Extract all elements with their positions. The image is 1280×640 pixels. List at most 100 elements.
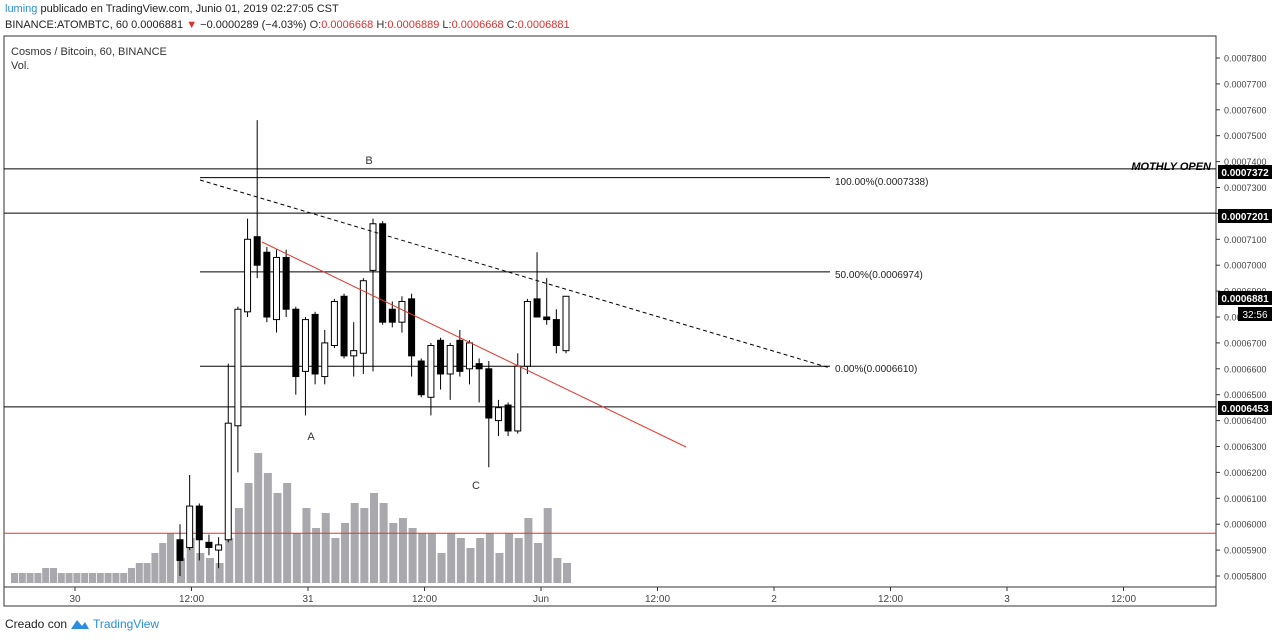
volume-bar [543,508,552,583]
volume-bar [18,573,26,583]
price-tick-label: 0.0007600 [1224,105,1267,115]
volume-bar [447,533,456,583]
bullish-candle [494,407,502,422]
price-change: −0.0000289 (−4.03%) [200,19,307,31]
volume-bar [312,528,321,583]
candles [176,120,570,576]
volume-bar [466,548,475,583]
bearish-candle [253,236,261,266]
bearish-candle [205,541,213,549]
volume-bar [81,573,89,583]
volume-bar [254,453,263,583]
price-tick-label: 0.0006400 [1224,416,1267,426]
tradingview-logo-icon[interactable] [70,618,90,630]
price-tick-label: 0.0007400 [1224,157,1267,167]
bullish-candle [514,365,522,432]
time-tick-label: 31 [302,594,314,605]
time-tick-label: 12:00 [878,594,903,605]
price-tick-label: 0.0007700 [1224,79,1267,89]
symbol-info: BINANCE:ATOMBTC, 60 [5,19,129,31]
price-tag-7201-text: 0.0007201 [1221,212,1269,223]
low-value: 0.0006668 [451,19,504,31]
open-label: O: [309,19,322,31]
time-tick-label: 2 [771,594,777,605]
volume-bar [273,493,282,583]
bullish-candle [369,223,377,271]
bearish-candle [475,363,483,370]
volume-bar [112,573,120,583]
time-axis[interactable]: 30 12:00 31 12:00 Jun 12:00 2 12:00 3 12:00 [69,587,1136,605]
price-tick-label: 0.0007000 [1224,261,1267,271]
open-value: 0.0006668 [321,19,374,31]
pane-title: Cosmos / Bitcoin, 60, BINANCE [11,46,167,58]
chart-frame [3,35,1217,607]
bullish-candle [301,319,309,372]
volume-bar [26,573,34,583]
volume-bar [341,523,350,583]
bullish-candle [562,295,570,352]
close-label: C: [506,19,518,31]
volume-label: Vol. [11,60,29,72]
volume-bar [350,503,359,583]
bearish-candle [456,339,464,372]
volume-bar [302,508,311,583]
volume-bar [360,508,369,583]
current-price-tag: 0.0006881 [1218,291,1272,305]
bearish-candle [543,316,551,321]
volume-bar [135,563,143,583]
volume-bar [225,538,234,583]
volume-bar [408,528,417,583]
bearish-candle [485,368,493,419]
price-axis[interactable]: 0.0007800 0.0007700 0.0007600 0.0007500 0.00… [1216,54,1267,582]
volume-bar [234,508,243,583]
bullish-candle [398,300,406,323]
red-trendline[interactable] [261,241,687,448]
bullish-candle [215,544,223,551]
down-arrow-icon: ▼ [186,19,198,31]
bearish-candle [292,308,300,378]
price-tag-6453: 0.0006453 [1218,401,1272,415]
current-price-text: 0.0006881 [1221,294,1269,305]
volume-bar [514,538,523,583]
bearish-candle [379,223,387,323]
bearish-candle [388,308,396,323]
volume-bar [379,503,388,583]
price-tag-6453-text: 0.0006453 [1221,404,1269,415]
price-tick-label: 0.0007300 [1224,183,1267,193]
time-tick-label: 12:00 [179,594,204,605]
volume-bar [505,533,514,583]
bearish-candle [282,256,290,310]
time-tick-label: 12:00 [1111,594,1136,605]
tradingview-brand[interactable]: TradingView [93,617,160,631]
countdown-text: 32:56 [1242,310,1267,321]
volume-bars [11,453,571,583]
ohlc-line: BINANCE:ATOMBTC, 60 0.0006881 ▼ −0.00002… [5,19,570,31]
publish-line: luming publicado en TradingView.com, Jun… [5,3,339,15]
time-tick-label: 12:00 [412,594,437,605]
price-tick-label: 0.0006100 [1224,494,1267,504]
close-value: 0.0006881 [517,19,570,31]
bullish-candle [350,350,358,357]
author-name[interactable]: luming [5,3,38,15]
volume-bar [485,533,494,583]
price-tick-label: 0.0006700 [1224,338,1267,348]
bearish-candle [340,295,348,357]
volume-bar [186,538,195,583]
volume-bar [389,523,398,583]
price-tag-7372: 0.0007372 [1218,165,1272,179]
bearish-candle [437,339,445,375]
volume-bar [73,573,81,583]
bullish-candle [466,342,473,370]
price-chart[interactable]: Cosmos / Bitcoin, 60, BINANCE Vol. MOTHL… [0,0,1280,612]
fib-0-label: 0.00%(0.0006610) [835,364,917,375]
volume-bar [418,533,427,583]
volume-bar [120,573,128,583]
wave-b-label: B [365,155,372,167]
bearish-candle [311,313,319,375]
volume-bar [42,568,50,583]
publish-info: publicado en TradingView.com, Junio 01, … [40,3,339,15]
bearish-candle [263,251,271,318]
bearish-candle [408,298,416,357]
bearish-candle [552,319,560,346]
descending-dashed-trendline[interactable] [199,179,831,369]
